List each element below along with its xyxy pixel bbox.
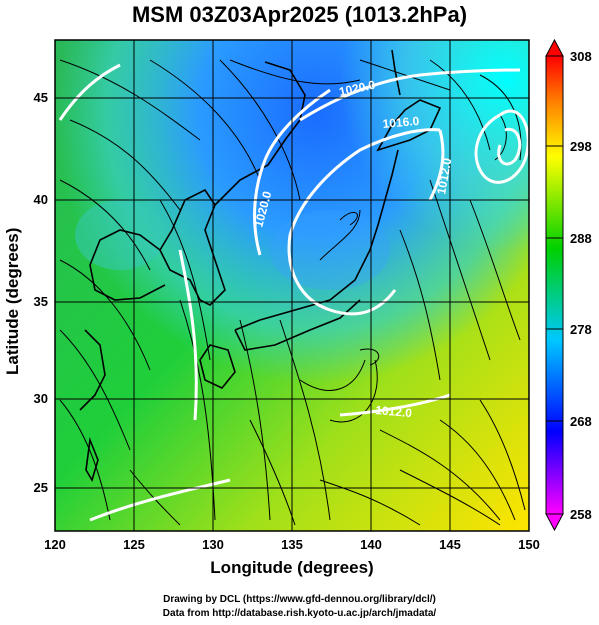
colorbar-max-arrow bbox=[545, 38, 564, 57]
chart-title: MSM 03Z03Apr2025 (1013.2hPa) bbox=[131, 2, 468, 27]
x-tick-label: 120 bbox=[44, 537, 66, 552]
colorbar bbox=[545, 38, 564, 532]
y-tick-label: 35 bbox=[34, 294, 48, 309]
colorbar-tick-label: 308 bbox=[570, 49, 592, 64]
x-tick-label: 135 bbox=[281, 537, 303, 552]
y-tick-label: 25 bbox=[34, 480, 48, 495]
x-tick-label: 125 bbox=[123, 537, 145, 552]
map-area: 1020.0 1016.0 1020.0 1012.0 1012.0 bbox=[55, 40, 529, 531]
isobar-label-group: 1020.0 1016.0 1020.0 1012.0 1012.0 bbox=[251, 78, 454, 421]
colorbar-min-arrow bbox=[545, 513, 564, 532]
y-tick-label: 30 bbox=[34, 391, 48, 406]
wind-streamlines bbox=[59, 59, 526, 526]
y-tick-label: 45 bbox=[34, 90, 48, 105]
colorbar-tick-label: 258 bbox=[570, 507, 592, 522]
x-axis-label: Longitude (degrees) bbox=[210, 558, 374, 577]
x-tick-label: 130 bbox=[202, 537, 224, 552]
x-tick-label: 145 bbox=[439, 537, 461, 552]
colorbar-tick-label: 268 bbox=[570, 414, 592, 429]
isobars bbox=[58, 63, 529, 522]
colorbar-gradient bbox=[545, 55, 564, 515]
yellow-sea-cool-region bbox=[75, 200, 165, 270]
x-tick-labels: 120 125 130 135 140 145 150 bbox=[44, 537, 540, 552]
x-tick-label: 140 bbox=[360, 537, 382, 552]
drawing-credit: Drawing by DCL (https://www.gfd-dennou.o… bbox=[163, 594, 436, 605]
colorbar-tick-label: 278 bbox=[570, 322, 592, 337]
isobar-label: 1016.0 bbox=[382, 114, 420, 131]
isobar-label: 1012.0 bbox=[375, 403, 413, 420]
grid-lines bbox=[55, 40, 529, 531]
y-tick-label: 40 bbox=[34, 192, 48, 207]
y-axis-label: Latitude (degrees) bbox=[3, 227, 22, 375]
colorbar-tick-label: 298 bbox=[570, 139, 592, 154]
y-tick-labels: 25 30 35 40 45 bbox=[34, 90, 48, 495]
colorbar-tick-labels: 308 298 288 278 268 258 bbox=[570, 49, 592, 522]
x-tick-label: 150 bbox=[518, 537, 540, 552]
colorbar-tick-label: 288 bbox=[570, 231, 592, 246]
isobar-label: 1012.0 bbox=[434, 157, 454, 196]
data-credit: Data from http://database.rish.kyoto-u.a… bbox=[162, 608, 437, 619]
plot-frame bbox=[54, 39, 530, 532]
